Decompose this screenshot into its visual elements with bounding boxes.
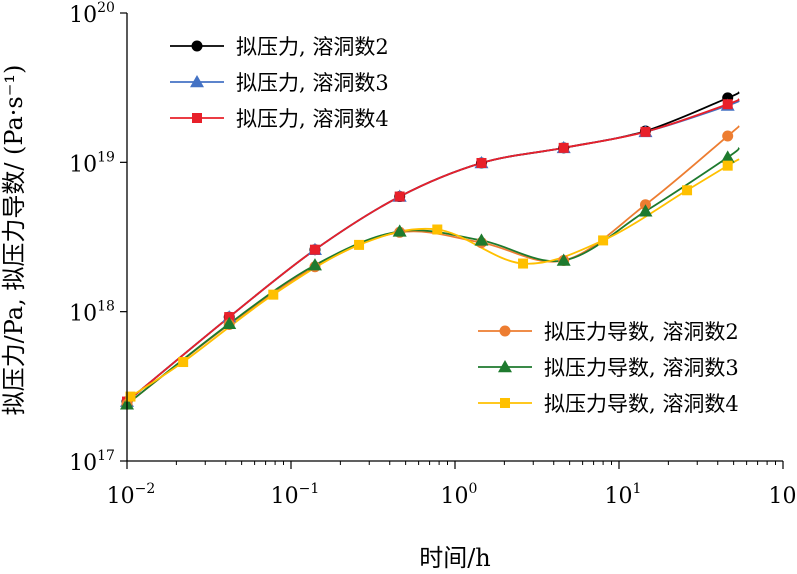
legend-label: 拟压力导数, 溶洞数2	[544, 320, 739, 344]
plot-area: 10−2 10−1 100 101 102 1017 1018 1019 1020	[69, 0, 797, 509]
data-point-s6	[682, 185, 693, 196]
x-tick-labels: 10−2 10−1 100 101 102	[107, 481, 797, 509]
data-point-s5	[474, 233, 489, 246]
legend-marker	[498, 360, 512, 373]
data-point-s3	[558, 142, 569, 153]
legend-label: 拟压力导数, 溶洞数3	[544, 356, 739, 380]
data-point-s3	[640, 126, 651, 137]
data-point-s3	[309, 244, 320, 255]
series-markers	[120, 92, 735, 410]
x-tick-label: 101	[605, 481, 642, 509]
y-tick-label: 1018	[69, 299, 115, 327]
data-point-s6	[125, 391, 136, 402]
data-point-s6	[518, 258, 529, 269]
data-point-s6	[598, 235, 609, 246]
data-point-s5	[392, 224, 407, 237]
data-point-s6	[268, 289, 279, 300]
axes	[120, 12, 784, 469]
series-line-5	[126, 147, 740, 405]
legend-marker	[499, 325, 511, 337]
legend-top-left: 拟压力, 溶洞数2 拟压力, 溶洞数3 拟压力, 溶洞数4	[170, 35, 389, 131]
data-point-s5	[307, 258, 322, 271]
legend-marker	[500, 398, 510, 408]
x-tick-label: 100	[441, 481, 478, 509]
data-point-s5	[556, 253, 571, 266]
series-line-3	[126, 98, 740, 403]
legend-label: 拟压力, 溶洞数4	[236, 107, 389, 131]
y-tick-label: 1017	[69, 448, 115, 476]
y-tick-labels: 1017 1018 1019 1020	[69, 0, 115, 476]
data-point-s3	[476, 157, 487, 168]
data-point-s5	[222, 316, 237, 330]
data-point-s6	[722, 160, 733, 171]
x-tick-label: 10−1	[271, 481, 320, 509]
legend-marker	[192, 113, 202, 123]
x-axis-label: 时间/h	[419, 544, 491, 572]
y-tick-label: 1020	[69, 0, 115, 28]
x-tick-label: 10−2	[107, 481, 156, 509]
x-tick-label: 102	[769, 481, 797, 509]
data-point-s5	[720, 150, 735, 163]
data-point-s3	[722, 99, 733, 110]
legend-label: 拟压力, 溶洞数2	[236, 35, 389, 59]
legend-marker	[190, 75, 204, 88]
legend-bottom-right: 拟压力导数, 溶洞数2 拟压力导数, 溶洞数3 拟压力导数, 溶洞数4	[478, 320, 739, 416]
data-point-s6	[354, 239, 365, 250]
y-tick-label: 1019	[69, 149, 115, 177]
data-point-s6	[432, 224, 443, 235]
legend-marker	[191, 40, 203, 52]
data-point-s3	[394, 191, 405, 202]
data-point-s5	[638, 204, 653, 217]
data-point-s4	[722, 130, 734, 142]
legend-label: 拟压力导数, 溶洞数4	[544, 392, 739, 416]
data-point-s6	[178, 357, 189, 368]
legend-label: 拟压力, 溶洞数3	[236, 71, 389, 95]
y-axis-label: 拟压力/Pa, 拟压力导数/ (Pa·s⁻¹)	[0, 65, 28, 416]
